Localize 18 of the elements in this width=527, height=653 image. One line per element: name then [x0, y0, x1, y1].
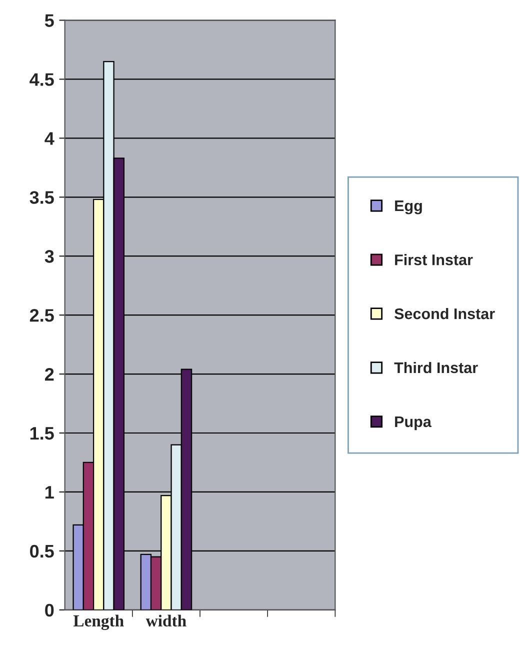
legend-label: Pupa: [395, 416, 432, 430]
legend-label: First Instar: [395, 254, 473, 266]
y-tick-label: 2: [44, 368, 54, 381]
y-tick-label: 2.5: [30, 309, 54, 322]
y-tick-label: 1: [46, 486, 54, 499]
y-tick-label: 0.5: [30, 544, 54, 558]
legend-label: Third Instar: [394, 362, 478, 374]
y-tick-label: 4: [44, 132, 54, 145]
y-tick-label: 5: [44, 14, 54, 27]
y-tick-label: 1.5: [30, 427, 54, 440]
y-tick-label: 3: [44, 250, 54, 263]
legend-label: Egg: [395, 200, 422, 214]
legend-label: Second Instar: [394, 308, 495, 320]
y-tick-label: 0: [45, 604, 54, 617]
x-tick-label: width: [146, 614, 186, 626]
y-tick-label: 3.5: [30, 191, 54, 204]
x-tick-label: Length: [73, 614, 124, 630]
y-tick-label: 4.5: [30, 73, 54, 86]
